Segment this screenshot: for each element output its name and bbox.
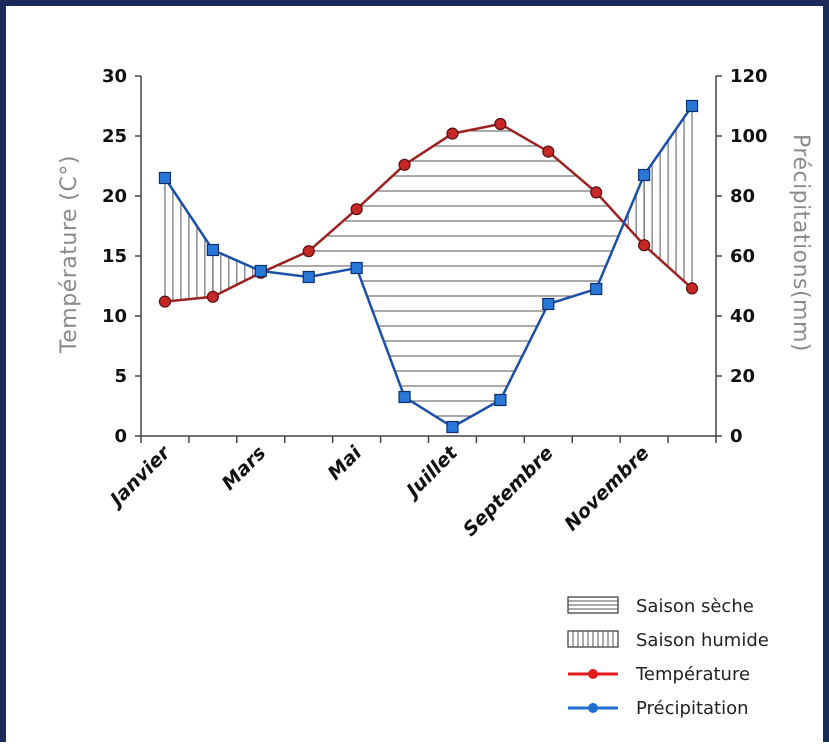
left-tick-label: 25 [102,126,127,147]
temperature-point [350,203,363,216]
left-tick-label: 5 [114,366,127,387]
temperature-point [494,117,507,131]
right-axis-title: Précipitations(mm) [788,134,813,352]
temperature-point [446,127,459,140]
precipitation-point [206,243,219,257]
series [158,99,699,434]
precipitation-point [590,282,603,296]
left-tick-label: 0 [114,426,127,447]
left-tick-label: 10 [102,306,127,327]
precipitation-point [638,168,651,182]
x-tick-label: Janvier [103,441,175,513]
temperature-point [685,282,699,295]
x-tick-label: Novembre [560,442,653,535]
x-tick-label: Mai [324,442,367,485]
climate-chart: 0 5 10 15 20 25 30 0 20 40 60 80 100 120 Janvier Mars Ma… [57,66,813,719]
left-tick-label: 15 [102,246,127,267]
right-tick-label: 0 [730,426,743,447]
temperature-point [302,245,315,258]
precipitation-point [350,261,363,275]
right-tick-label: 120 [730,66,768,87]
left-tick-label: 20 [102,186,127,207]
right-tick-label: 40 [730,306,755,327]
x-tick-label: Juillet [400,441,463,504]
precipitation-line [163,105,694,429]
right-tick-label: 100 [730,126,768,147]
right-tick-label: 60 [730,246,755,267]
precipitation-point [398,390,411,404]
temperature-point [158,295,172,308]
precipitation-point [446,420,459,434]
left-axis-title: Température (C°) [57,155,82,354]
precipitation-point [685,99,699,113]
legend-label: Saison sèche [636,596,754,617]
precipitation-point [158,171,172,185]
legend-label: Précipitation [636,698,749,719]
legend-marker [588,669,598,679]
precipitation-point [542,297,555,311]
temperature-point [398,158,411,171]
x-tick-label: Septembre [459,442,558,541]
season-hatching [164,106,693,417]
legend-marker [588,703,598,713]
precipitation-point [302,270,315,284]
right-tick-label: 80 [730,186,755,207]
x-tick-label: Mars [218,442,271,495]
left-tick-label: 30 [102,66,127,87]
temperature-point [206,290,219,303]
legend: Saison sèche Saison humide Température Préc… [567,596,769,719]
axis-ticks: 0 5 10 15 20 25 30 0 20 40 60 80 100 120 Janvier Mars Ma… [102,66,768,541]
legend-label: Température [635,664,750,685]
right-tick-label: 20 [730,366,755,387]
temperature-point [638,239,651,252]
temperature-point [542,145,555,158]
temperature-line [164,122,693,303]
precipitation-point [254,264,267,278]
precipitation-point [494,393,507,407]
legend-label: Saison humide [636,630,769,651]
temperature-point [590,186,603,199]
